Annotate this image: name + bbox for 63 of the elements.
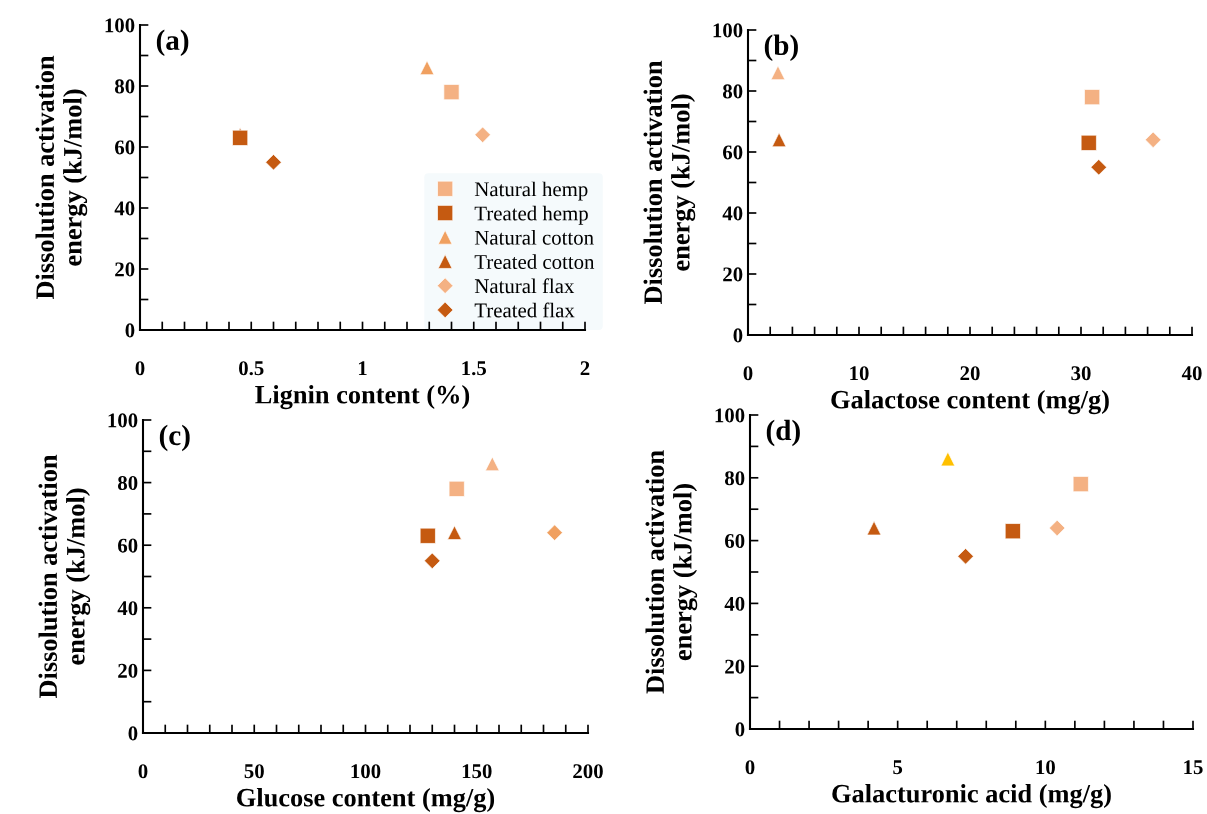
y-tick-label: 80 <box>118 475 138 491</box>
y-axis-title: Dissolution activation energy (kJ/mol) <box>35 55 88 300</box>
y-tick-label: 20 <box>115 262 135 277</box>
point <box>1072 476 1089 493</box>
y-tick-label: 40 <box>724 596 745 611</box>
point <box>474 126 491 144</box>
y-tick-label: 100 <box>108 413 138 428</box>
x-axis-title: Galactose content (mg/g) <box>831 390 1109 415</box>
y-tick-label: 0 <box>735 722 745 737</box>
x-tick-label: 1.5 <box>462 361 487 376</box>
x-axis-title: Lignin content (%) <box>255 385 470 410</box>
y-tick-label: 0 <box>733 328 743 343</box>
y-axis-title: Dissolution activation energy (kJ/mol) <box>643 60 696 305</box>
x-tick-label: 40 <box>1181 366 1202 381</box>
legend-label: Treated flax <box>474 302 575 318</box>
x-tick-label: 1 <box>358 361 367 376</box>
point <box>1084 89 1101 106</box>
x-tick-label: 2 <box>580 361 590 376</box>
x-tick-label: 10 <box>850 366 869 381</box>
y-axis-title: Dissolution activation energy (kJ/mol) <box>38 454 91 699</box>
annotation: (b) <box>764 34 798 62</box>
y-tick-label: 100 <box>713 23 743 38</box>
y-tick-label: 40 <box>114 201 135 216</box>
y-tick-label: 60 <box>115 140 135 155</box>
y-tick-label: 100 <box>105 18 135 33</box>
x-tick-label: 10 <box>1036 760 1055 775</box>
point <box>443 84 460 101</box>
annotation: (a) <box>156 29 189 57</box>
annotation: (d) <box>766 419 800 447</box>
y-tick-label: 80 <box>115 79 135 94</box>
y-tick-label: 60 <box>723 145 743 160</box>
x-tick-label: 30 <box>1071 366 1091 381</box>
y-tick-label: 60 <box>118 538 138 553</box>
x-tick-label: 100 <box>351 764 381 779</box>
annotation: (c) <box>159 424 190 452</box>
x-tick-label: 0.5 <box>239 361 264 376</box>
y-axis-title: Dissolution activation energy (kJ/mol) <box>645 450 698 694</box>
x-tick-label: 20 <box>960 366 980 381</box>
legend-label: Treated hemp <box>474 205 588 225</box>
y-tick-label: 40 <box>722 206 743 221</box>
y-tick-label: 100 <box>715 408 745 423</box>
y-tick-label: 0 <box>128 726 138 741</box>
legend-label: Natural hemp <box>474 181 588 201</box>
x-axis-title: Galacturonic acid (mg/g) <box>832 784 1111 809</box>
y-tick-label: 80 <box>723 84 743 99</box>
x-tick-label: 5 <box>893 760 903 775</box>
x-tick-label: 150 <box>462 764 492 779</box>
x-tick-label: 200 <box>573 764 603 779</box>
y-tick-label: 80 <box>725 471 745 486</box>
y-tick-label: 20 <box>723 267 743 282</box>
x-axis-title: Glucose content (mg/g) <box>237 788 495 813</box>
x-tick-label: 50 <box>244 764 264 779</box>
y-tick-label: 40 <box>117 601 138 616</box>
x-tick-label: 0 <box>138 764 148 779</box>
legend-label: Natural cotton <box>474 230 594 245</box>
y-tick-label: 0 <box>125 323 135 338</box>
legend-label: Natural flax <box>474 278 575 294</box>
y-tick-label: 60 <box>725 533 745 549</box>
y-tick-label: 20 <box>725 659 745 674</box>
legend-label: Treated cotton <box>474 254 595 269</box>
x-tick-label: 15 <box>1184 760 1203 775</box>
x-tick-label: 0 <box>745 760 755 775</box>
y-tick-label: 20 <box>118 663 138 678</box>
